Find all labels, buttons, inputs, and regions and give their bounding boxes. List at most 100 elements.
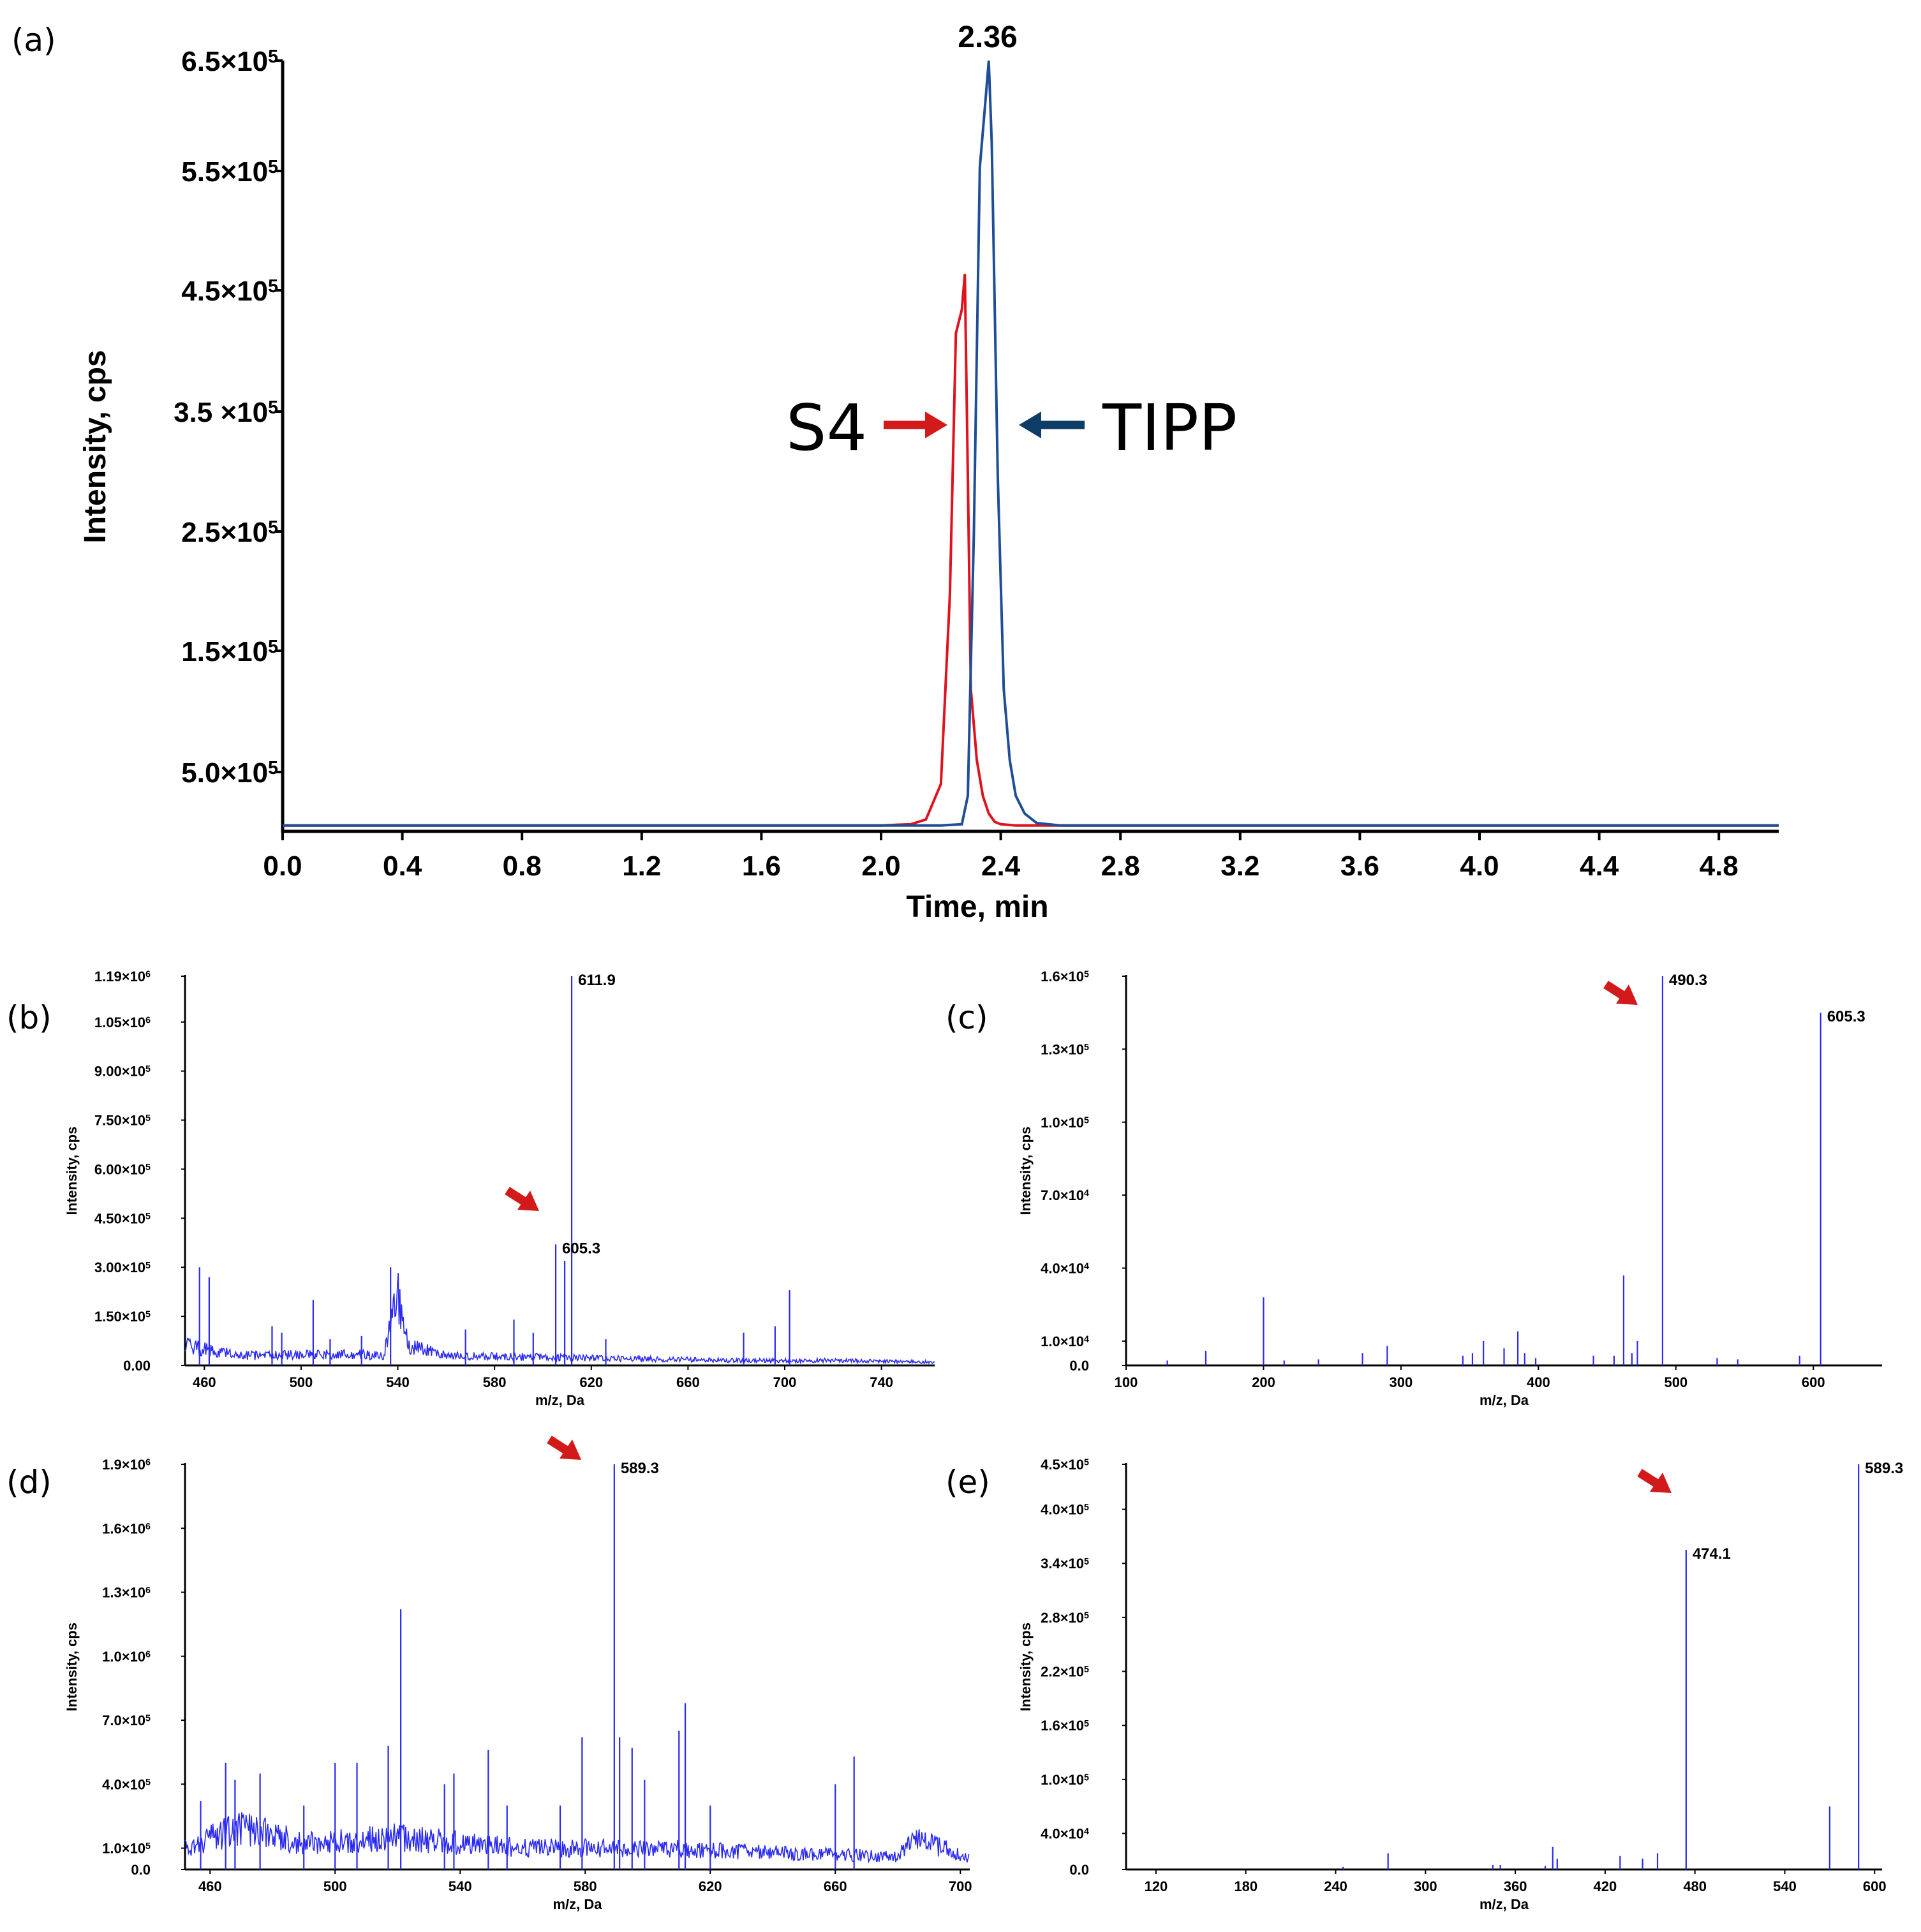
- panel-a-x-tick-label: 4.8: [1700, 851, 1739, 882]
- panel-a-x-tick-label: 0.4: [383, 851, 422, 882]
- spectrum-x-title: m/z, Da: [1480, 1896, 1529, 1912]
- panel-a-x-tick-label: 3.6: [1340, 851, 1379, 882]
- panel-a-x-tick-label: 0.0: [263, 851, 302, 882]
- tipp-annotation: TIPP: [1102, 390, 1237, 465]
- spectrum-x-tick-label: 540: [386, 1374, 410, 1390]
- spectrum-y-tick-label: 4.5×105: [1041, 1457, 1089, 1473]
- retention-time-label: 2.36: [958, 20, 1017, 54]
- spectrum-x-tick-label: 700: [773, 1374, 797, 1390]
- spectrum-y-tick-label: 1.9×106: [102, 1457, 151, 1473]
- spectrum-y-tick-label: 3.00×105: [94, 1260, 151, 1275]
- panel-b-label: (b): [6, 999, 52, 1036]
- spectrum-x-tick-label: 600: [1863, 1878, 1887, 1894]
- spectrum-x-tick-label: 620: [699, 1878, 722, 1894]
- spectrum-y-tick-label: 1.0×106: [102, 1649, 151, 1665]
- spectrum-y-tick-label: 4.0×104: [1041, 1826, 1089, 1842]
- spectrum-x-tick-label: 300: [1414, 1878, 1437, 1894]
- spectrum-y-title: Intensity, cps: [64, 1623, 80, 1711]
- spectrum-y-tick-label: 9.00×105: [94, 1064, 151, 1080]
- panel-a-y-tick-label: 6.5×105: [181, 46, 278, 77]
- peak-label: 474.1: [1693, 1545, 1731, 1563]
- panel-c-label: (c): [946, 999, 988, 1036]
- panel-a-x-tick-label: 4.0: [1460, 851, 1499, 882]
- spectrum-y-tick-label: 1.0×105: [102, 1841, 151, 1857]
- spectrum-x-tick-label: 400: [1527, 1374, 1550, 1390]
- spectrum-y-title: Intensity, cps: [64, 1127, 80, 1215]
- panel-a-x-tick-label: 2.8: [1101, 851, 1140, 882]
- panel-e-spectrum: (e) 0.0 4.0×104 1.0×105 1.6×105 2.2×105 2.8×1…: [946, 1457, 1903, 1912]
- spectrum-y-tick-label: 1.6×105: [1041, 969, 1089, 985]
- spectrum-y-tick-label: 0.00: [123, 1358, 151, 1374]
- peak-label: 605.3: [562, 1240, 600, 1257]
- spectrum-x-tick-label: 600: [1802, 1374, 1825, 1390]
- panel-a-label: (a): [11, 22, 56, 59]
- peak-label: 490.3: [1669, 972, 1707, 989]
- spectrum-x-tick-label: 620: [579, 1374, 603, 1390]
- spectrum-y-tick-label: 1.19×106: [94, 969, 151, 985]
- spectrum-x-tick-label: 240: [1324, 1878, 1347, 1894]
- spectrum-y-tick-label: 1.0×105: [1041, 1772, 1089, 1788]
- spectrum-y-tick-label: 4.0×105: [102, 1776, 151, 1792]
- tipp-arrowhead-icon: [1019, 412, 1041, 438]
- spectrum-y-tick-label: 0.0: [1069, 1358, 1089, 1374]
- spectrum-y-tick-label: 4.50×105: [94, 1210, 151, 1226]
- spectrum-y-tick-label: 0.0: [131, 1862, 151, 1878]
- s4-annotation: S4: [786, 390, 867, 465]
- panel-a-x-tick-label: 1.2: [622, 851, 661, 882]
- spectrum-baseline: [184, 1273, 935, 1365]
- spectrum-y-tick-label: 2.8×105: [1041, 1610, 1089, 1626]
- spectrum-x-tick-label: 500: [1664, 1374, 1687, 1390]
- spectrum-x-tick-label: 500: [323, 1878, 347, 1894]
- panel-a-x-title: Time, min: [906, 890, 1048, 924]
- panel-a-y-tick-label: 5.0×105: [181, 757, 278, 789]
- panel-a-x-tick-label: 2.4: [981, 851, 1021, 882]
- panel-a-y-title: Intensity, cps: [78, 350, 112, 543]
- spectrum-y-tick-label: 7.0×104: [1041, 1187, 1089, 1203]
- panel-a-x-tick-label: 4.4: [1580, 851, 1619, 882]
- panel-d-spectrum: (d) 0.0 1.0×105 4.0×105 7.0×105 1.0×106 1.3×1…: [6, 1436, 972, 1912]
- spectrum-x-title: m/z, Da: [535, 1392, 585, 1408]
- panel-a-y-tick-label: 5.5×105: [181, 156, 278, 188]
- annotation-arrowhead-icon: [1650, 1473, 1672, 1493]
- spectrum-x-tick-label: 660: [676, 1374, 700, 1390]
- panel-a-x-tick-label: 3.2: [1220, 851, 1259, 882]
- spectrum-x-tick-label: 460: [198, 1878, 222, 1894]
- series-s4-line: [283, 274, 1779, 827]
- spectrum-y-tick-label: 3.4×105: [1041, 1556, 1089, 1572]
- annotation-arrowhead-icon: [560, 1439, 581, 1460]
- spectrum-x-title: m/z, Da: [1480, 1392, 1529, 1408]
- panel-b-spectrum: (b) 0.00 1.50×105 3.00×105 4.50×105 6.00×105…: [6, 969, 935, 1408]
- peak-label: 605.3: [1827, 1008, 1865, 1025]
- spectrum-y-tick-label: 1.6×105: [1041, 1718, 1089, 1734]
- spectrum-y-tick-label: 1.6×106: [102, 1520, 151, 1536]
- spectrum-x-title: m/z, Da: [553, 1896, 602, 1912]
- spectrum-baseline: [184, 1812, 970, 1864]
- panel-a-y-tick-label: 3.5 ×105: [174, 397, 278, 428]
- spectrum-y-tick-label: 7.0×105: [102, 1713, 151, 1728]
- spectrum-y-tick-label: 7.50×105: [94, 1113, 151, 1129]
- panel-a-chromatogram: (a) 5.0×105 1.5×105 2.5×105 3.5 ×105 4.5×105…: [11, 20, 1779, 924]
- spectrum-x-tick-label: 660: [824, 1878, 847, 1894]
- spectrum-x-tick-label: 300: [1390, 1374, 1413, 1390]
- panel-d-label: (d): [6, 1464, 52, 1501]
- spectrum-x-tick-label: 200: [1252, 1374, 1275, 1390]
- panel-a-x-tick-label: 0.8: [503, 851, 542, 882]
- annotation-arrowhead-icon: [517, 1191, 539, 1211]
- panel-a-x-tick-label: 2.0: [861, 851, 900, 882]
- spectrum-x-tick-label: 360: [1504, 1878, 1527, 1894]
- panel-a-y-ticks: 5.0×105 1.5×105 2.5×105 3.5 ×105 4.5×105 5.5×…: [174, 46, 283, 789]
- spectrum-x-tick-label: 420: [1594, 1878, 1617, 1894]
- spectrum-x-tick-label: 180: [1234, 1878, 1257, 1894]
- spectrum-y-tick-label: 1.05×106: [94, 1014, 151, 1030]
- peak-label: 611.9: [578, 972, 616, 989]
- panel-c-spectrum: (c) 0.0 1.0×104 4.0×104 7.0×104 1.0×105 1.3×1…: [946, 969, 1882, 1408]
- annotation-arrowhead-icon: [1616, 985, 1638, 1005]
- spectrum-y-tick-label: 1.3×105: [1041, 1041, 1089, 1057]
- spectrum-x-tick-label: 120: [1145, 1878, 1168, 1894]
- spectrum-y-tick-label: 1.3×106: [102, 1585, 151, 1601]
- s4-arrowhead-icon: [925, 412, 947, 438]
- spectrum-y-tick-label: 1.0×104: [1041, 1334, 1089, 1349]
- spectrum-x-tick-label: 700: [949, 1878, 972, 1894]
- spectrum-y-tick-label: 0.0: [1069, 1862, 1089, 1878]
